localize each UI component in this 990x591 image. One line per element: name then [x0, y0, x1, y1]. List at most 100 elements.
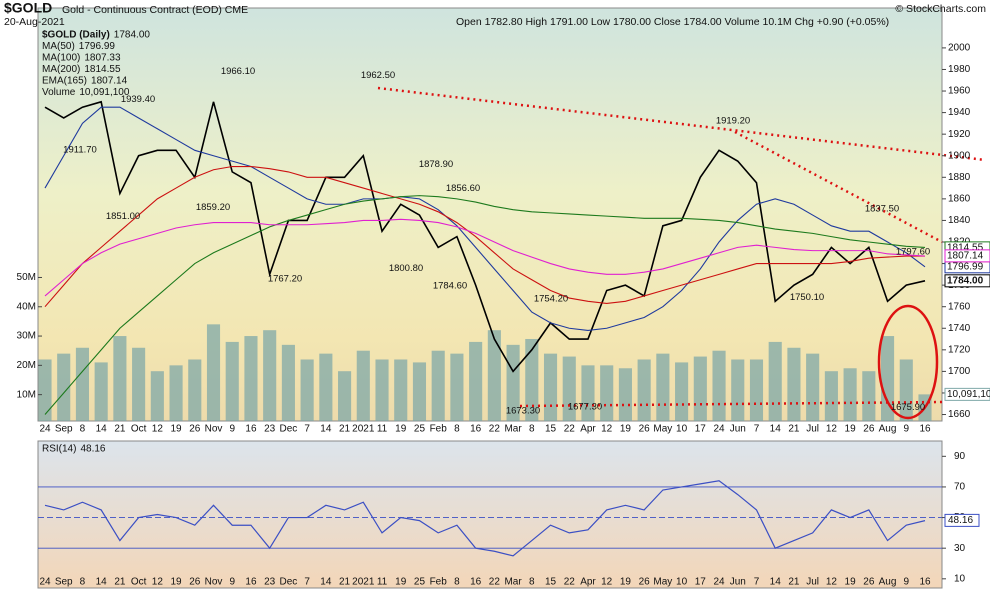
x-tick-label: 26 — [863, 424, 875, 435]
x-tick-label: 7 — [304, 577, 310, 588]
x-tick-label: 12 — [826, 577, 838, 588]
price-annotation: 1673.30 — [506, 406, 540, 417]
volume-bar — [881, 336, 895, 421]
x-tick-label: 21 — [788, 424, 800, 435]
volume-bar — [787, 347, 801, 421]
volume-bar — [581, 365, 595, 421]
volume-bar — [487, 330, 501, 421]
x-tick-label: Oct — [131, 424, 147, 435]
value-tag-label: 10,091,100 — [947, 389, 990, 400]
x-tick-label: 26 — [189, 577, 201, 588]
x-tick-label: 14 — [320, 577, 332, 588]
x-tick-label: Jul — [806, 424, 819, 435]
x-tick-label: Jun — [730, 424, 746, 435]
x-tick-label: 8 — [454, 577, 460, 588]
x-tick-label: 23 — [264, 424, 276, 435]
y-tick-label: 1960 — [948, 86, 971, 97]
moving-average — [44, 195, 926, 415]
rsi-line — [44, 480, 926, 557]
value-tag-label: 48.16 — [948, 515, 973, 526]
legend-value: 1784.00 — [114, 30, 151, 41]
value-tag-label: 1796.99 — [947, 261, 984, 272]
x-tick-label: 8 — [80, 424, 86, 435]
volume-bar — [562, 356, 576, 421]
x-tick-label: 9 — [229, 577, 235, 588]
legend-value: 1807.33 — [84, 53, 121, 64]
x-tick-label: Dec — [280, 424, 298, 435]
price-annotation: 1675.90 — [891, 402, 925, 413]
volume-bar — [675, 362, 689, 421]
x-tick-label: 19 — [845, 424, 857, 435]
value-tag — [944, 274, 990, 288]
price-annotation: 1919.20 — [716, 116, 750, 127]
x-tick-label: 21 — [339, 424, 351, 435]
x-tick-label: Mar — [504, 577, 522, 588]
volume-bar — [132, 347, 146, 421]
price-annotation: 1856.60 — [446, 183, 480, 194]
price-annotation: 1767.20 — [268, 273, 302, 284]
y-tick-label: 1840 — [948, 215, 971, 226]
volume-bar — [412, 362, 427, 421]
volume-bar — [263, 330, 277, 421]
y2-tick-label: 50M — [17, 272, 36, 283]
rsi-last: 48.16 — [80, 444, 105, 455]
value-tag-label: 1814.55 — [947, 243, 984, 254]
x-tick-label: 12 — [152, 577, 164, 588]
x-tick-label: 2021 — [352, 424, 375, 435]
legend-value: 1814.55 — [84, 64, 121, 75]
x-tick-label: Mar — [504, 424, 522, 435]
volume-bar — [375, 359, 389, 421]
quote: Open 1782.80 High 1791.00 Low 1780.00 Cl… — [456, 16, 889, 28]
x-tick-label: 7 — [754, 424, 760, 435]
volume-bar — [394, 359, 408, 421]
price-annotation: 1859.20 — [196, 202, 230, 213]
volume-bar — [319, 353, 333, 421]
x-tick-label: 14 — [96, 577, 108, 588]
volume-bar — [113, 336, 127, 421]
y-tick-label: 30 — [954, 543, 966, 554]
x-tick-label: 24 — [713, 577, 725, 588]
x-tick-label: Jul — [806, 577, 819, 588]
x-tick-label: Apr — [580, 424, 596, 435]
volume-bar — [300, 359, 314, 421]
legend-value: 1796.99 — [79, 41, 116, 52]
volume-bar — [75, 347, 89, 421]
volume-bar — [600, 365, 614, 421]
y-tick-label: 2000 — [948, 43, 971, 54]
price-annotation: 1837.50 — [865, 204, 899, 215]
x-tick-label: 19 — [171, 577, 183, 588]
rsi-panel — [37, 440, 943, 589]
value-tag — [944, 249, 990, 263]
x-tick-label: 7 — [754, 577, 760, 588]
volume-bar — [244, 336, 258, 421]
legend-value: 10,091,100 — [79, 87, 129, 98]
x-tick-label: 19 — [395, 424, 407, 435]
price-annotation: 1878.90 — [419, 159, 453, 170]
x-tick-label: 14 — [320, 424, 332, 435]
y-tick-label: 1860 — [948, 194, 971, 205]
y2-tick-label: 10M — [17, 389, 36, 400]
volume-bar — [225, 341, 239, 421]
price-annotation: 1677.30 — [568, 401, 602, 412]
x-tick-label: Apr — [580, 577, 596, 588]
x-tick-label: 8 — [529, 424, 535, 435]
y-tick-label: 1980 — [948, 64, 971, 75]
moving-average — [44, 165, 925, 308]
volume-bar — [57, 353, 71, 421]
x-tick-label: 2021 — [352, 577, 375, 588]
value-tag — [944, 513, 980, 527]
volume-bar — [169, 365, 183, 421]
x-tick-label: Sep — [55, 577, 73, 588]
volume-bar — [525, 338, 539, 421]
y-tick-label: 1720 — [948, 344, 971, 355]
x-tick-label: 16 — [919, 577, 931, 588]
price-line — [44, 100, 926, 373]
volume-bar — [656, 353, 670, 421]
x-tick-label: Aug — [879, 577, 897, 588]
x-tick-label: Oct — [131, 577, 147, 588]
x-tick-label: 19 — [171, 424, 183, 435]
line-layer — [44, 100, 926, 415]
x-tick-label: Feb — [430, 577, 448, 588]
x-tick-label: 26 — [639, 577, 651, 588]
x-tick-label: 8 — [454, 424, 460, 435]
